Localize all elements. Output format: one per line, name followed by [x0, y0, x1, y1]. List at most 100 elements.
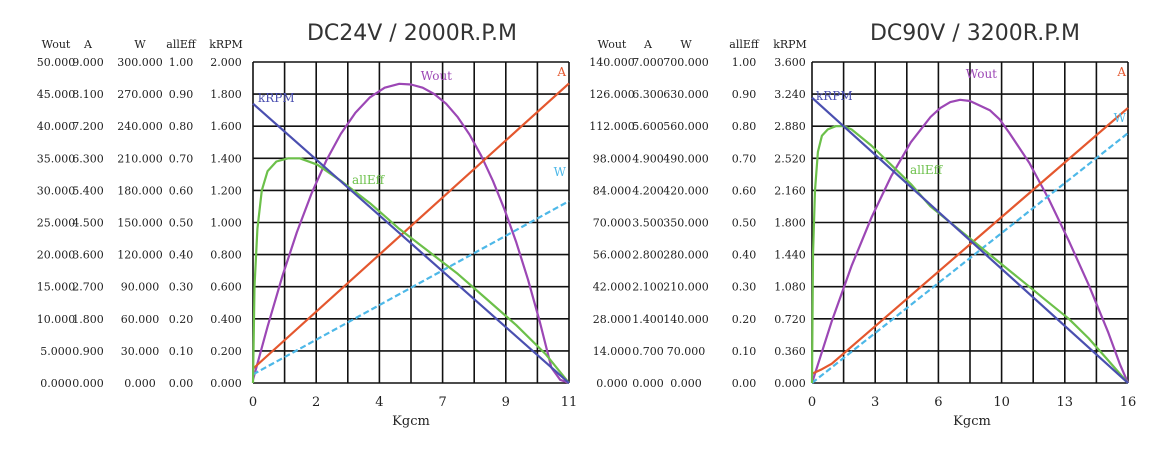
- y-tick-label: 1.800: [774, 217, 806, 230]
- y-tick-label: 98.000: [593, 152, 632, 165]
- y-tick-label: 28.000: [593, 313, 632, 326]
- y-tick-label: 0.000: [210, 377, 242, 390]
- y-tick-label: 6.300: [632, 88, 664, 101]
- series-line-W: [252, 200, 570, 376]
- x-tick-label: 3: [871, 395, 879, 410]
- y-tick-label: 6.300: [72, 152, 104, 165]
- y-tick-label: 0.40: [169, 249, 194, 262]
- chart-dc90v: DC90V / 3200R.P.M Kgcm Wout 140.000 126.00…: [589, 21, 1136, 429]
- y-tick-label: 630.000: [663, 88, 709, 101]
- y-tick-label: 280.000: [663, 249, 709, 262]
- series-label-W: W: [1114, 111, 1127, 125]
- y-tick-label: 42.000: [593, 281, 632, 294]
- series-line-W: [811, 132, 1129, 384]
- y-tick-label: 0.30: [732, 281, 757, 294]
- y-tick-label: 50.000: [37, 56, 76, 69]
- y-tick-label: 240.000: [117, 120, 163, 133]
- y-tick-label: 56.000: [593, 249, 632, 262]
- axis-column-header: allEff: [166, 38, 197, 51]
- y-tick-label: 1.440: [774, 249, 806, 262]
- y-tick-label: 3.600: [72, 249, 104, 262]
- y-tick-label: 1.000: [210, 217, 242, 230]
- y-tick-label: 0.70: [732, 152, 757, 165]
- series-line-allEff: [810, 125, 1129, 384]
- y-tick-label: 1.400: [210, 152, 242, 165]
- y-tick-label: 2.000: [210, 56, 242, 69]
- y-tick-label: 30.000: [37, 184, 76, 197]
- series-label-allEff: allEff: [352, 173, 386, 187]
- y-tick-label: 3.240: [774, 88, 806, 101]
- y-tick-label: 9.000: [72, 56, 104, 69]
- y-tick-label: 30.000: [121, 345, 160, 358]
- y-tick-label: 0.200: [210, 345, 242, 358]
- y-tick-label: 0.00: [732, 377, 757, 390]
- y-tick-label: 1.800: [210, 88, 242, 101]
- x-tick-label: 13: [1057, 395, 1074, 410]
- x-tick-label: 11: [561, 395, 578, 410]
- y-tick-label: 0.000: [774, 377, 806, 390]
- axis-column-header: A: [83, 38, 93, 51]
- y-tick-label: 1.00: [169, 56, 194, 69]
- y-tick-label: 0.70: [169, 152, 194, 165]
- y-tick-label: 2.880: [774, 120, 806, 133]
- y-tick-label: 5.600: [632, 120, 664, 133]
- y-tick-label: 112.000: [589, 120, 635, 133]
- x-tick-label: 9: [502, 395, 510, 410]
- y-tick-label: 0.60: [169, 184, 194, 197]
- y-tick-label: 0.10: [732, 345, 757, 358]
- y-tick-label: 35.000: [37, 152, 76, 165]
- x-tick-label: 6: [934, 395, 942, 410]
- y-tick-label: 150.000: [117, 217, 163, 230]
- y-tick-label: 7.000: [632, 56, 664, 69]
- series-line-Wout: [251, 82, 570, 385]
- y-tick-label: 1.400: [632, 313, 664, 326]
- axis-column-header: Wout: [42, 38, 71, 51]
- axis-column-header: allEff: [729, 38, 760, 51]
- x-tick-label: 7: [438, 395, 446, 410]
- y-tick-label: 0.000: [40, 377, 72, 390]
- chart-title: DC24V / 2000R.P.M: [307, 21, 517, 46]
- x-axis-label: Kgcm: [392, 414, 430, 429]
- y-tick-label: 0.80: [169, 120, 194, 133]
- y-tick-label: 0.000: [72, 377, 104, 390]
- y-tick-label: 4.200: [632, 184, 664, 197]
- y-tick-label: 0.10: [169, 345, 194, 358]
- y-tick-label: 0.50: [169, 217, 194, 230]
- y-tick-label: 0.000: [670, 377, 702, 390]
- y-tick-label: 0.720: [774, 313, 806, 326]
- axis-column-header: Wout: [598, 38, 627, 51]
- x-tick-label: 10: [993, 395, 1010, 410]
- y-tick-label: 300.000: [117, 56, 163, 69]
- y-tick-label: 420.000: [663, 184, 709, 197]
- axis-column-header: W: [134, 38, 146, 51]
- x-tick-label: 0: [249, 395, 257, 410]
- y-tick-label: 90.000: [121, 281, 160, 294]
- y-tick-label: 70.000: [667, 345, 706, 358]
- y-tick-label: 490.000: [663, 152, 709, 165]
- y-tick-label: 0.900: [72, 345, 104, 358]
- series-line-kRPM: [811, 96, 1129, 384]
- y-tick-label: 15.000: [37, 281, 76, 294]
- y-tick-label: 0.00: [169, 377, 194, 390]
- y-tick-label: 0.40: [732, 249, 757, 262]
- y-tick-label: 4.500: [72, 217, 104, 230]
- y-tick-label: 0.000: [596, 377, 628, 390]
- y-tick-label: 60.000: [121, 313, 160, 326]
- y-tick-label: 3.600: [774, 56, 806, 69]
- y-tick-label: 1.200: [210, 184, 242, 197]
- chart-dc24v: DC24V / 2000R.P.M Kgcm Wout50.00045.0004…: [37, 21, 578, 429]
- axis-column-header: kRPM: [209, 38, 243, 51]
- y-tick-label: 14.000: [593, 345, 632, 358]
- y-tick-label: 0.000: [632, 377, 664, 390]
- axis-column-header: W: [680, 38, 692, 51]
- y-tick-label: 1.800: [72, 313, 104, 326]
- series-line-kRPM: [252, 102, 570, 384]
- y-tick-label: 0.20: [169, 313, 194, 326]
- series-label-kRPM: kRPM: [258, 91, 295, 105]
- y-tick-label: 5.400: [72, 184, 104, 197]
- y-tick-label: 1.080: [774, 281, 806, 294]
- y-tick-label: 0.50: [732, 217, 757, 230]
- y-tick-label: 7.200: [72, 120, 104, 133]
- y-tick-label: 10.000: [37, 313, 76, 326]
- y-tick-label: 180.000: [117, 184, 163, 197]
